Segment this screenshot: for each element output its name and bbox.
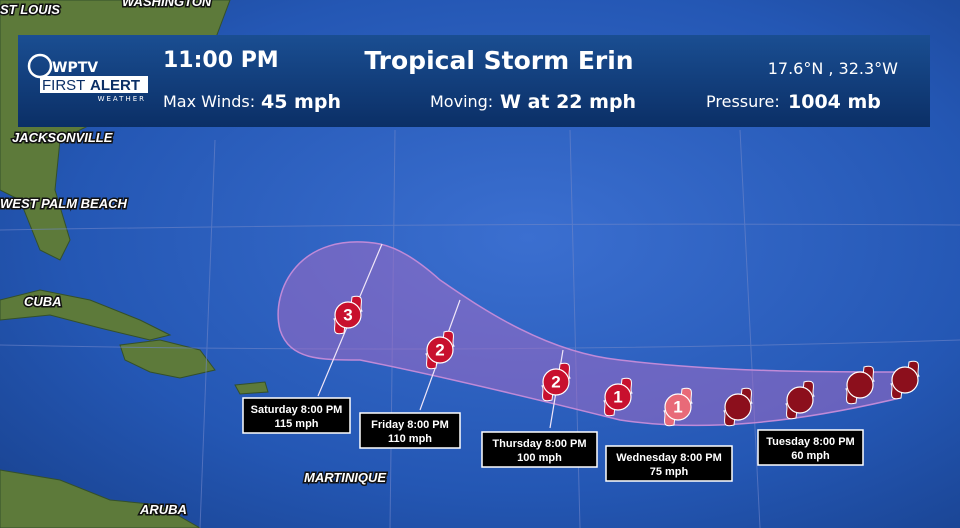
pressure-label: Pressure: — [706, 92, 780, 111]
logo-box — [40, 76, 148, 93]
place-label: JACKSONVILLE — [12, 130, 113, 145]
forecast-wind: 75 mph — [650, 466, 689, 478]
moving: W at 22 mph — [500, 91, 636, 113]
forecast-box — [359, 412, 461, 449]
position: 17.6°N , 32.3°W — [768, 59, 898, 78]
forecast-time: Thursday 8:00 PM — [492, 438, 586, 450]
storm-icon — [723, 387, 753, 427]
storm-core — [891, 366, 919, 394]
storm-icon — [890, 360, 920, 400]
logo-sub: WEATHER — [98, 95, 146, 103]
storm-icon: 1 — [603, 377, 633, 417]
storm-icon — [845, 365, 875, 405]
storm-category: 3 — [343, 305, 352, 324]
place-label: WASHINGTON — [122, 0, 212, 9]
time: 11:00 PM — [163, 48, 279, 73]
forecast-box — [605, 445, 733, 482]
place-labels: ST LOUIS WASHINGTON JACKSONVILLE WEST PALM … — [0, 0, 388, 519]
storm-icons: 3 2 2 1 1 — [333, 295, 920, 427]
storm-category: 1 — [613, 387, 622, 406]
forecast-cone — [277, 241, 906, 427]
winds-label: Max Winds: — [163, 92, 255, 111]
logo-brand: WPTV — [52, 60, 98, 76]
forecast-time: Friday 8:00 PM — [371, 419, 449, 431]
storm-icon: 3 — [333, 295, 363, 335]
forecast-wind: 115 mph — [274, 418, 318, 430]
forecast-time: Tuesday 8:00 PM — [766, 436, 854, 448]
storm-icon: 1 — [663, 387, 693, 427]
moving-label: Moving: — [430, 92, 493, 111]
forecast-time: Saturday 8:00 PM — [251, 404, 343, 416]
storm-core — [786, 386, 814, 414]
winds: 45 mph — [261, 91, 341, 113]
forecast-box — [757, 429, 864, 466]
storm-core — [334, 301, 362, 329]
place-label: WEST PALM BEACH — [0, 196, 127, 211]
storm-title: Tropical Storm Erin — [364, 46, 633, 75]
forecast-wind: 100 mph — [517, 452, 562, 464]
forecast-wind: 60 mph — [791, 450, 830, 462]
forecast-box — [481, 431, 598, 468]
storm-icon: 2 — [425, 330, 455, 370]
storm-core — [846, 371, 874, 399]
forecast-time: Wednesday 8:00 PM — [616, 452, 722, 464]
logo-first: FIRST — [42, 77, 85, 94]
forecast-box — [242, 397, 351, 434]
storm-core — [542, 368, 570, 396]
place-label: CUBA — [24, 294, 62, 309]
storm-core — [426, 336, 454, 364]
storm-icon: 2 — [541, 362, 571, 402]
storm-category: 1 — [673, 397, 682, 416]
logo-alert: ALERT — [90, 77, 140, 94]
header-bar — [18, 35, 930, 127]
storm-core — [724, 393, 752, 421]
place-label: ST LOUIS — [0, 2, 60, 17]
storm-category: 2 — [435, 340, 444, 359]
place-label: ARUBA — [139, 502, 187, 517]
forecast-wind: 110 mph — [388, 433, 432, 445]
storm-category: 2 — [551, 372, 560, 391]
storm-core — [604, 383, 632, 411]
place-label: MARTINIQUE — [304, 470, 386, 485]
storm-icon — [785, 380, 815, 420]
storm-core — [664, 393, 692, 421]
pressure: 1004 mb — [788, 91, 881, 113]
